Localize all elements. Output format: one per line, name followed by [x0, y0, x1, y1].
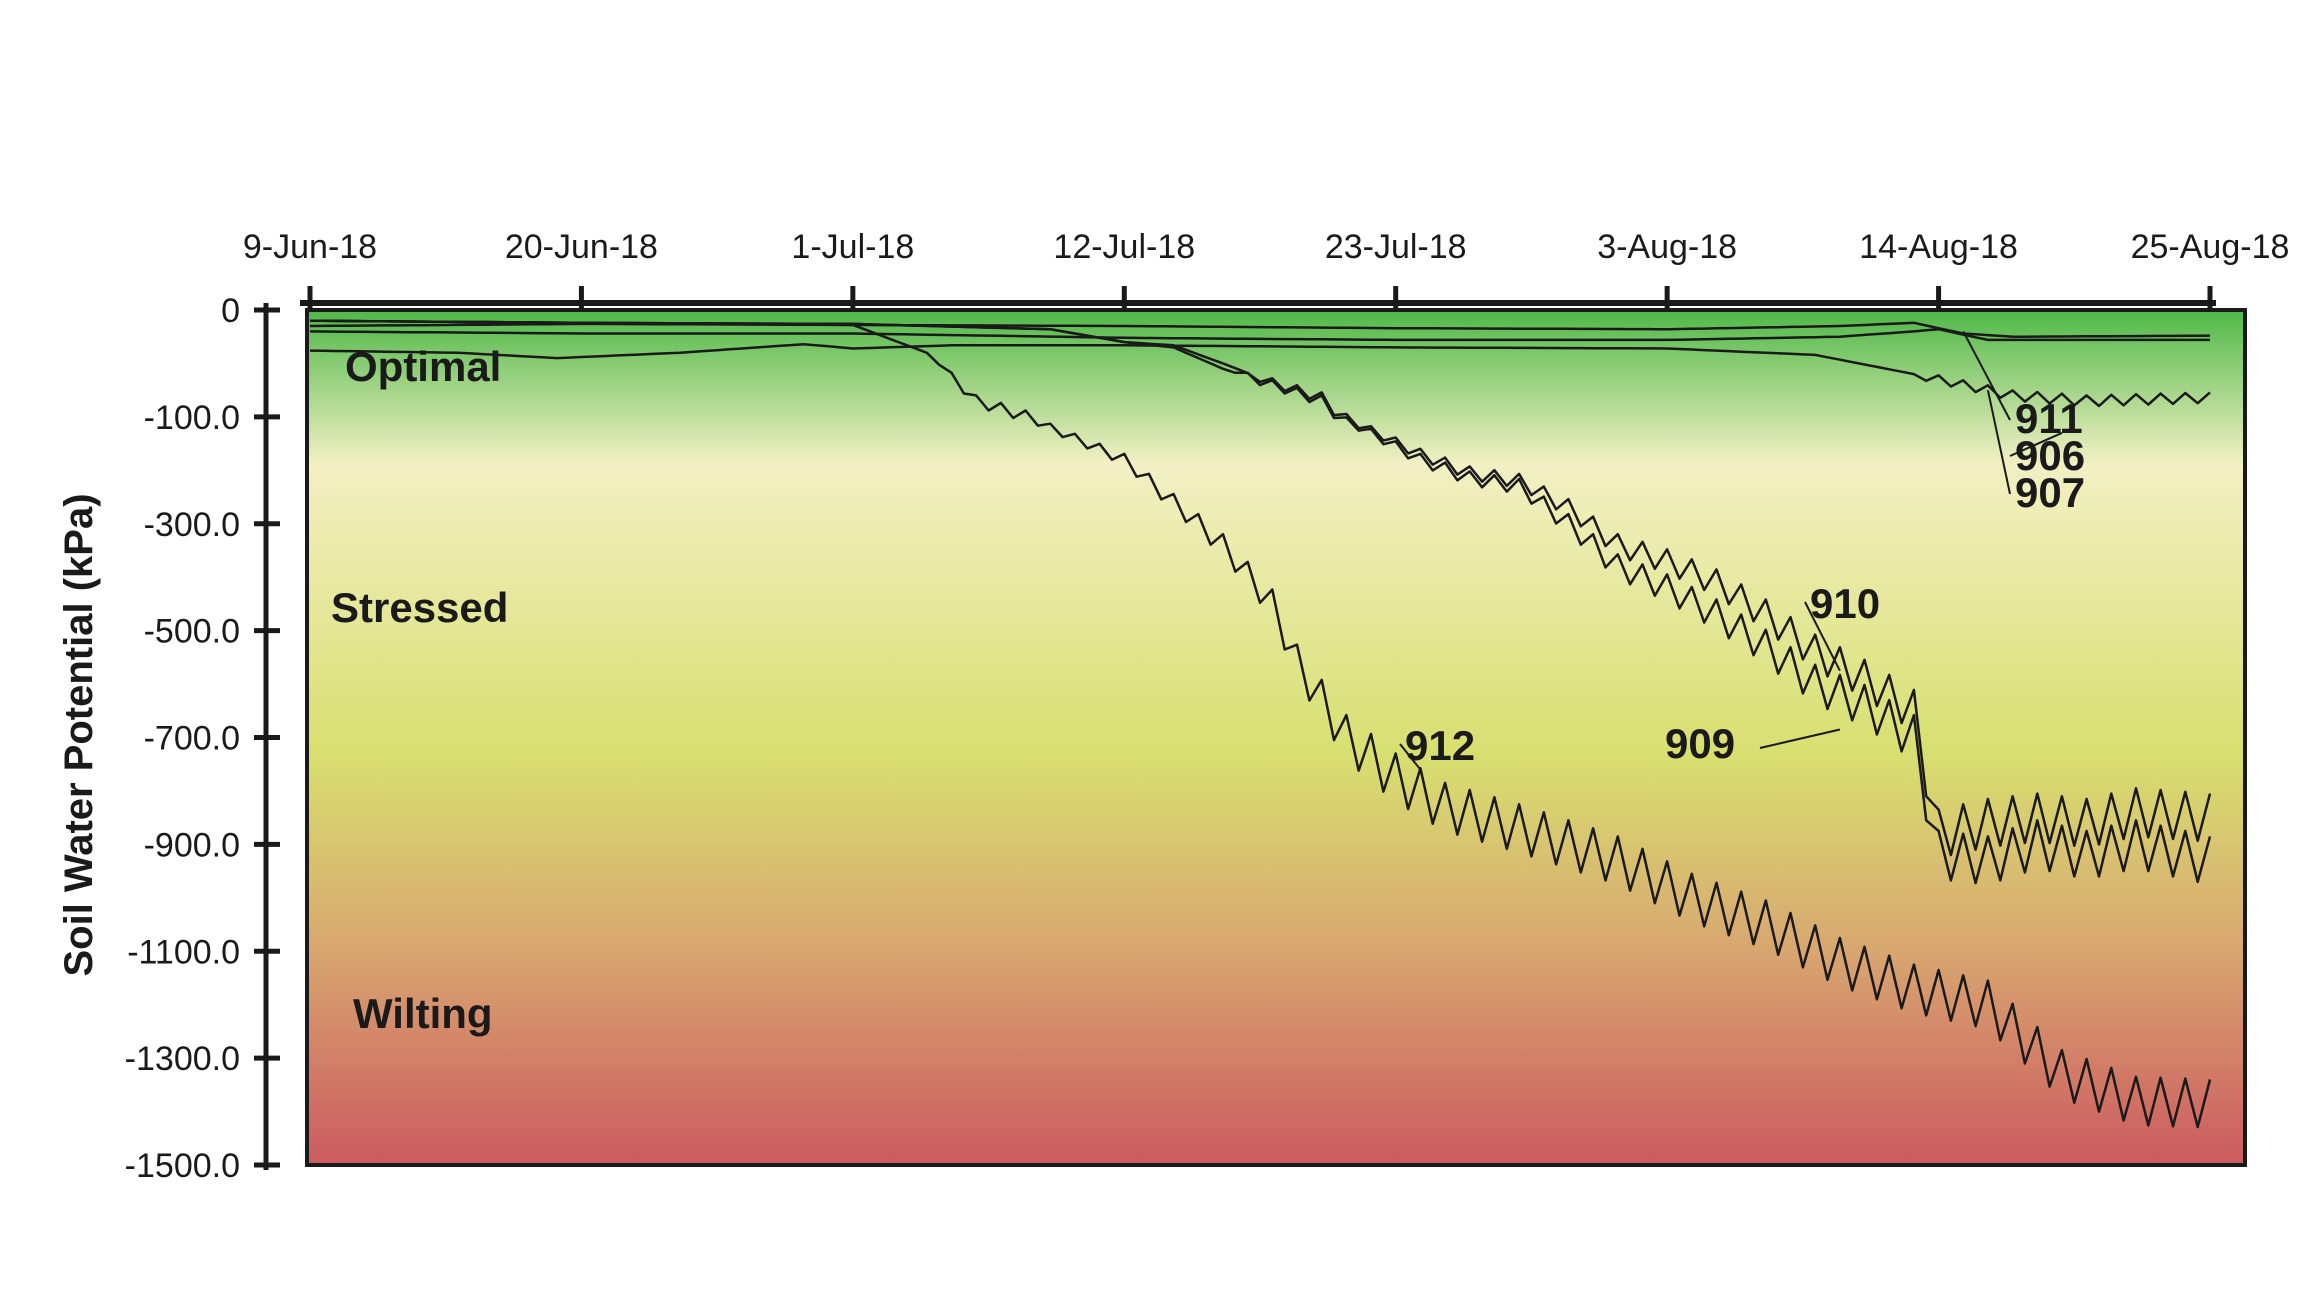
y-tick-label-1: -100.0 — [144, 399, 240, 437]
plot-frame — [305, 308, 2247, 1167]
series-label-912: 912 — [1405, 722, 1475, 769]
x-tick-label-3: 12-Jul-18 — [1053, 228, 1195, 266]
leader-line-910 — [1804, 601, 1841, 672]
zone-label-wilting: Wilting — [353, 990, 493, 1037]
x-tick-label-7: 25-Aug-18 — [2131, 228, 2290, 266]
y-tick-label-5: -900.0 — [144, 826, 240, 864]
series-line-907 — [309, 342, 2211, 408]
leader-line-907 — [1986, 389, 2011, 495]
x-tick-label-6: 14-Aug-18 — [1859, 228, 2018, 266]
leader-line-906 — [2009, 431, 2063, 457]
x-tick-label-4: 23-Jul-18 — [1325, 228, 1467, 266]
x-tick-label-1: 20-Jun-18 — [505, 228, 658, 266]
series-layer — [309, 319, 2212, 1129]
series-label-909: 909 — [1665, 720, 1735, 767]
series-label-907: 907 — [2015, 469, 2085, 516]
zone-label-optimal: Optimal — [345, 343, 501, 390]
leader-line-909 — [1759, 728, 1841, 749]
y-tick-label-7: -1300.0 — [125, 1040, 240, 1078]
y-axis-ticks: 0 -100.0 -300.0 -500.0 -700.0 -900.0 -1100.0 -1… — [125, 292, 280, 1185]
y-tick-label-8: -1500.0 — [125, 1147, 240, 1185]
y-tick-label-4: -700.0 — [144, 720, 240, 758]
series-label-911: 911 — [2015, 395, 2083, 442]
x-tick-label-5: 3-Aug-18 — [1597, 228, 1737, 266]
series-line-912 — [309, 319, 2212, 1129]
label-leaders — [1399, 330, 2063, 771]
y-tick-label-3: -500.0 — [144, 613, 240, 651]
y-tick-label-2: -300.0 — [144, 506, 240, 544]
zone-label-stressed: Stressed — [331, 584, 508, 631]
x-tick-label-0: 9-Jun-18 — [243, 228, 377, 266]
series-label-906: 906 — [2015, 432, 2085, 479]
series-label-910: 910 — [1810, 580, 1880, 627]
y-axis-title: Soil Water Potential (kPa) — [57, 493, 101, 976]
x-tick-label-2: 1-Jul-18 — [791, 228, 914, 266]
series-line-911 — [309, 327, 2210, 342]
x-axis-ticks: 9-Jun-18 20-Jun-18 1-Jul-18 12-Jul-18 23-Jul… — [243, 228, 2289, 308]
y-tick-label-0: 0 — [221, 292, 240, 330]
y-tick-label-6: -1100.0 — [127, 933, 240, 971]
leader-line-912 — [1399, 743, 1422, 771]
plot-background — [307, 310, 2245, 1165]
leader-line-911 — [1962, 330, 2011, 421]
